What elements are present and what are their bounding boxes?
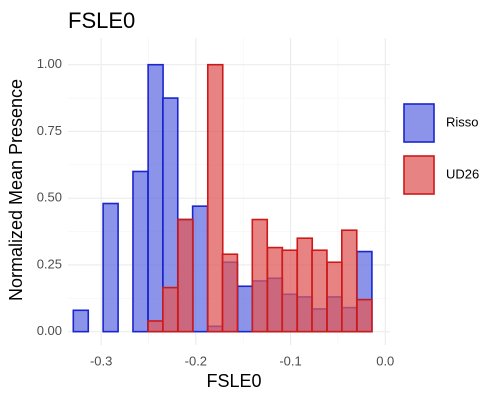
- bar-risso: [102, 202, 119, 333]
- bar-risso: [147, 63, 164, 333]
- legend-key-risso: [403, 103, 435, 143]
- x-tick-label: -0.3: [90, 353, 112, 368]
- y-tick-label: 1.00: [37, 56, 62, 71]
- y-axis-ticks: 0.00 0.25 0.50 0.75 1.00: [37, 56, 62, 338]
- bar-risso: [236, 285, 254, 333]
- legend-label-risso: Risso: [446, 114, 479, 129]
- legend-label-ud26: UD26: [446, 166, 479, 181]
- bar-ud26: [326, 261, 343, 333]
- x-tick-label: -0.1: [279, 353, 301, 368]
- bar-risso: [191, 205, 209, 333]
- bar-ud26: [251, 218, 269, 333]
- legend: Risso UD26: [403, 103, 479, 195]
- bar-ud26: [356, 298, 373, 333]
- x-axis-title: FSLE0: [206, 371, 261, 391]
- y-tick-label: 0.00: [37, 323, 62, 338]
- bars-layer: [72, 63, 373, 333]
- chart-title: FSLE0: [68, 8, 135, 33]
- bar-ud26: [340, 229, 358, 333]
- bar-ud26: [281, 249, 298, 333]
- bar-ud26: [147, 320, 164, 333]
- bar-ud26: [162, 286, 179, 333]
- y-tick-label: 0.75: [37, 123, 62, 138]
- x-axis-ticks: -0.3 -0.2 -0.1 0.0: [90, 353, 394, 368]
- bar-ud26: [296, 237, 314, 333]
- bar-ud26: [221, 253, 239, 333]
- x-tick-label: -0.2: [185, 353, 207, 368]
- bar-ud26: [206, 63, 224, 333]
- y-axis-title: Normalized Mean Presence: [6, 79, 26, 301]
- bar-ud26: [266, 246, 284, 333]
- x-tick-label: 0.0: [376, 353, 394, 368]
- y-tick-label: 0.25: [37, 256, 62, 271]
- bar-risso: [132, 170, 149, 333]
- bar-risso: [72, 309, 90, 333]
- bar-ud26: [177, 218, 194, 333]
- legend-key-ud26: [403, 155, 435, 195]
- y-tick-label: 0.50: [37, 190, 62, 205]
- bar-ud26: [311, 249, 328, 333]
